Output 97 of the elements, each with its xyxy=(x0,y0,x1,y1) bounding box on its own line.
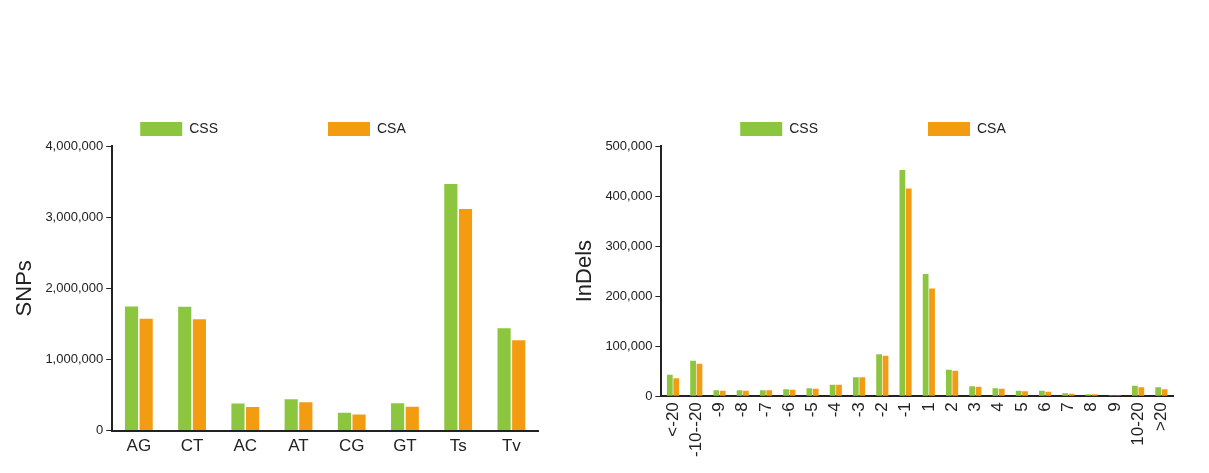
x-tick-label: 8 xyxy=(1081,402,1101,412)
y-axis-title: SNPs xyxy=(11,260,37,317)
x-tick-label: Tv xyxy=(501,436,522,456)
bar xyxy=(852,377,859,396)
bar xyxy=(405,406,419,431)
bar xyxy=(859,377,866,396)
y-tick-label: 500,000 xyxy=(605,137,653,153)
legend-label: CSS xyxy=(789,119,819,136)
bar xyxy=(1138,387,1145,396)
x-tick-label: AC xyxy=(233,436,258,456)
bar xyxy=(736,390,743,396)
bar xyxy=(899,170,906,396)
bar xyxy=(124,306,139,431)
bar xyxy=(299,402,313,431)
x-tick-label: -7 xyxy=(755,402,775,418)
legend-label: CSS xyxy=(189,119,219,136)
legend-label: CSA xyxy=(377,119,407,136)
x-tick-label: 3 xyxy=(965,402,985,412)
x-tick-label: -9 xyxy=(709,402,729,418)
x-tick-label: GT xyxy=(393,436,417,456)
bar xyxy=(1022,391,1028,396)
y-tick-label: 400,000 xyxy=(605,187,653,203)
x-tick-label: 9 xyxy=(1104,402,1124,412)
bar xyxy=(178,306,192,431)
x-tick-label: AG xyxy=(126,436,152,456)
bar xyxy=(929,288,935,396)
bar xyxy=(806,388,813,396)
bar xyxy=(1132,385,1138,396)
x-tick-label: CG xyxy=(338,436,365,456)
bar xyxy=(337,412,351,431)
bar xyxy=(497,328,511,431)
x-tick-label: 10-20 xyxy=(1127,402,1147,446)
bar xyxy=(192,319,206,431)
x-tick-label: Ts xyxy=(449,436,467,456)
bar xyxy=(952,370,959,396)
x-tick-label: 1 xyxy=(918,402,938,412)
bar xyxy=(139,318,153,431)
bar xyxy=(812,388,819,396)
x-tick-label: <-20 xyxy=(662,402,682,437)
x-tick-label: -5 xyxy=(802,402,822,418)
bar xyxy=(905,188,912,396)
bar xyxy=(992,388,999,396)
bar xyxy=(743,390,749,396)
x-tick-label: CT xyxy=(180,436,204,456)
y-tick-label: 200,000 xyxy=(605,287,653,303)
y-tick-label: 0 xyxy=(645,387,653,403)
bar xyxy=(719,390,726,396)
y-tick-label: 0 xyxy=(96,422,104,438)
bar xyxy=(876,354,882,396)
x-tick-label: -6 xyxy=(778,402,798,418)
bar xyxy=(1039,390,1045,396)
x-tick-label: -4 xyxy=(825,402,845,418)
bar xyxy=(783,389,789,396)
bar xyxy=(458,208,473,431)
y-tick-label: 3,000,000 xyxy=(45,208,104,224)
bar xyxy=(969,386,976,396)
x-tick-label: -8 xyxy=(732,402,752,418)
bar xyxy=(1045,391,1052,396)
y-tick-label: 300,000 xyxy=(605,237,653,253)
x-tick-label: 5 xyxy=(1011,402,1031,412)
bar xyxy=(766,390,773,396)
x-tick-label: -2 xyxy=(872,402,891,418)
x-tick-label: AT xyxy=(288,436,309,456)
bar xyxy=(1015,390,1022,396)
y-tick-label: 100,000 xyxy=(605,337,653,353)
bar xyxy=(352,414,366,431)
x-tick-label: -1 xyxy=(895,402,915,418)
x-tick-label: 7 xyxy=(1058,402,1078,412)
bar xyxy=(673,378,680,396)
bar xyxy=(759,390,766,396)
bar xyxy=(1062,393,1069,396)
x-tick-label: -3 xyxy=(848,402,868,418)
bar xyxy=(246,407,260,431)
bar xyxy=(231,403,245,431)
bar xyxy=(1161,389,1168,396)
bar xyxy=(922,274,929,396)
y-tick-label: 4,000,000 xyxy=(45,137,104,153)
x-tick-label: 4 xyxy=(988,402,1008,412)
y-tick-label: 2,000,000 xyxy=(45,279,104,295)
bar xyxy=(666,374,673,396)
bar xyxy=(284,399,298,431)
y-axis-title: InDels xyxy=(571,239,597,303)
bar xyxy=(1155,387,1162,396)
y-tick-label: 1,000,000 xyxy=(45,351,104,367)
bar xyxy=(512,340,526,431)
bar xyxy=(998,388,1005,396)
bar xyxy=(690,360,696,396)
bar xyxy=(391,403,405,431)
x-tick-label: 2 xyxy=(941,402,961,412)
bar xyxy=(836,384,842,396)
x-tick-label: -10--20 xyxy=(685,402,705,458)
x-tick-label: 6 xyxy=(1034,402,1054,412)
bar xyxy=(444,183,458,431)
bar xyxy=(713,390,720,396)
legend-label: CSA xyxy=(977,119,1007,136)
x-tick-label: >20 xyxy=(1151,402,1171,432)
bar xyxy=(946,369,952,396)
